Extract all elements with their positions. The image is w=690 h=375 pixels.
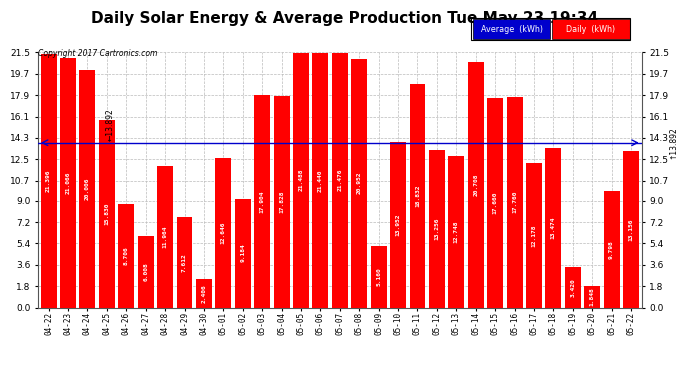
Text: 21.440: 21.440 [318,169,323,192]
Text: 20.952: 20.952 [357,172,362,195]
Bar [196,279,212,308]
Bar [235,199,250,308]
Text: 12.748: 12.748 [454,220,459,243]
Text: 17.760: 17.760 [512,191,517,213]
Bar [506,97,522,308]
Text: 20.708: 20.708 [473,174,478,196]
Bar [177,217,193,308]
Bar [293,53,309,308]
Text: 13.952: 13.952 [395,213,401,236]
Bar [332,53,348,307]
Text: 20.006: 20.006 [85,178,90,200]
Text: 17.904: 17.904 [259,190,265,213]
Bar [371,246,386,308]
Bar [157,166,173,308]
Text: 2.406: 2.406 [201,284,206,303]
Bar [79,70,95,308]
Text: 8.706: 8.706 [124,246,129,265]
Bar [215,158,231,308]
Bar [468,62,484,308]
Bar [274,96,290,308]
Bar [390,142,406,308]
Bar [138,236,154,308]
Bar [526,163,542,308]
Text: 1.848: 1.848 [590,287,595,306]
Text: 18.832: 18.832 [415,184,420,207]
Text: 3.420: 3.420 [570,278,575,297]
Text: 21.396: 21.396 [46,170,51,192]
Bar [60,58,76,308]
Bar [623,152,639,308]
Text: Daily  (kWh): Daily (kWh) [566,25,615,34]
Text: 17.660: 17.660 [493,192,497,214]
Text: Copyright 2017 Cartronics.com: Copyright 2017 Cartronics.com [38,49,157,58]
Text: 21.066: 21.066 [66,171,70,194]
Bar [545,148,562,308]
Text: ←13.892: ←13.892 [106,108,115,141]
Text: 17.828: 17.828 [279,190,284,213]
Bar [99,120,115,308]
Bar [254,95,270,308]
Text: 5.160: 5.160 [376,267,381,286]
Text: Daily Solar Energy & Average Production Tue May 23 19:34: Daily Solar Energy & Average Production … [92,11,598,26]
Text: 15.830: 15.830 [104,202,110,225]
Bar [565,267,581,308]
Bar [584,286,600,308]
Bar [313,53,328,307]
Text: 11.964: 11.964 [163,225,168,248]
Bar [487,98,503,308]
Text: 12.178: 12.178 [531,224,536,246]
Text: 13.256: 13.256 [435,217,440,240]
Text: Average  (kWh): Average (kWh) [480,25,542,34]
Text: 9.184: 9.184 [240,244,245,262]
Text: 13.474: 13.474 [551,216,556,239]
Text: ↑13.892: ↑13.892 [669,126,678,159]
Bar [41,54,57,307]
Text: 21.488: 21.488 [299,169,304,191]
Bar [351,59,367,308]
Text: 21.476: 21.476 [337,169,342,191]
Text: 13.156: 13.156 [629,218,633,241]
Text: 6.008: 6.008 [144,262,148,281]
Bar [429,150,445,308]
Bar [448,156,464,308]
Text: 7.612: 7.612 [182,253,187,272]
Text: 9.798: 9.798 [609,240,614,259]
Text: 12.646: 12.646 [221,221,226,244]
Bar [604,191,620,308]
Bar [118,204,135,308]
Bar [410,84,426,308]
